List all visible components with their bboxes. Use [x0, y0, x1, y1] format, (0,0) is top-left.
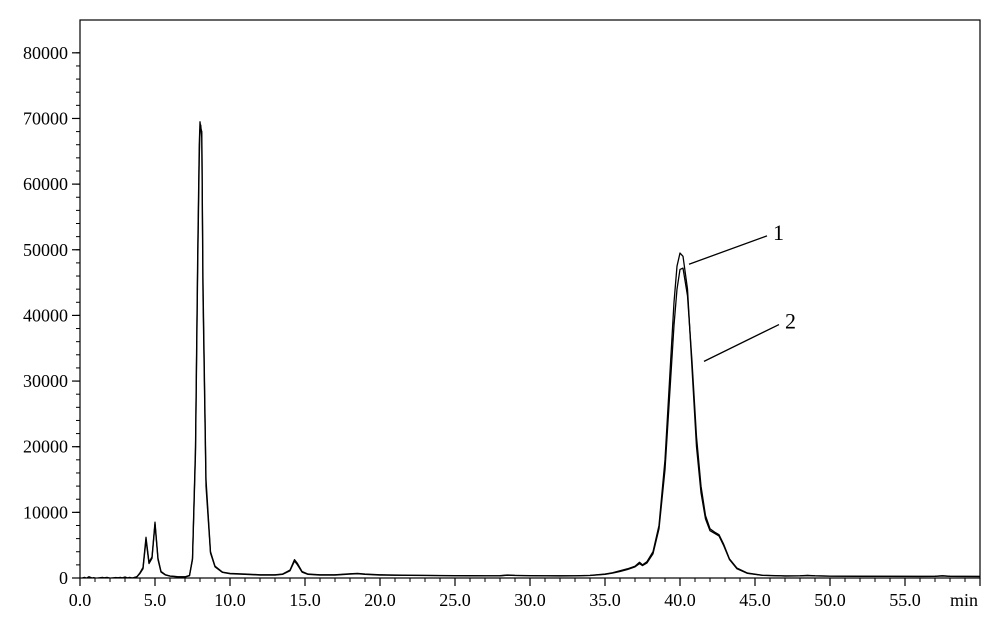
chart-svg: 0.0 5.0 10.0 15.0 20.0 25.0 30.0 35.0 40.0 45.0 50… [0, 0, 1000, 628]
y-tick-label: 10000 [23, 502, 68, 522]
chart-bg [0, 0, 1000, 628]
y-tick-label: 20000 [23, 437, 68, 457]
x-tick-label: 15.0 [289, 590, 321, 610]
y-tick-label: 0 [59, 568, 68, 588]
y-tick-label: 60000 [23, 174, 68, 194]
x-tick-label: 45.0 [739, 590, 771, 610]
x-tick-label: 40.0 [664, 590, 696, 610]
chromatogram-chart: 0.0 5.0 10.0 15.0 20.0 25.0 30.0 35.0 40.0 45.0 50… [0, 0, 1000, 628]
y-tick-label: 30000 [23, 371, 68, 391]
y-tick-label: 40000 [23, 305, 68, 325]
y-tick-label: 70000 [23, 108, 68, 128]
x-tick-label: 35.0 [589, 590, 621, 610]
x-tick-label: 50.0 [814, 590, 846, 610]
x-tick-label: 10.0 [214, 590, 246, 610]
y-tick-label: 50000 [23, 240, 68, 260]
x-tick-label: 20.0 [364, 590, 396, 610]
x-axis-unit-label: min [950, 590, 978, 610]
x-tick-label: 30.0 [514, 590, 546, 610]
x-tick-label: 25.0 [439, 590, 471, 610]
x-tick-label: 0.0 [69, 590, 92, 610]
annotation-label-1: 1 [773, 220, 784, 245]
y-tick-label: 80000 [23, 43, 68, 63]
x-tick-label: 55.0 [889, 590, 921, 610]
annotation-label-2: 2 [785, 309, 796, 334]
x-tick-label: 5.0 [144, 590, 167, 610]
